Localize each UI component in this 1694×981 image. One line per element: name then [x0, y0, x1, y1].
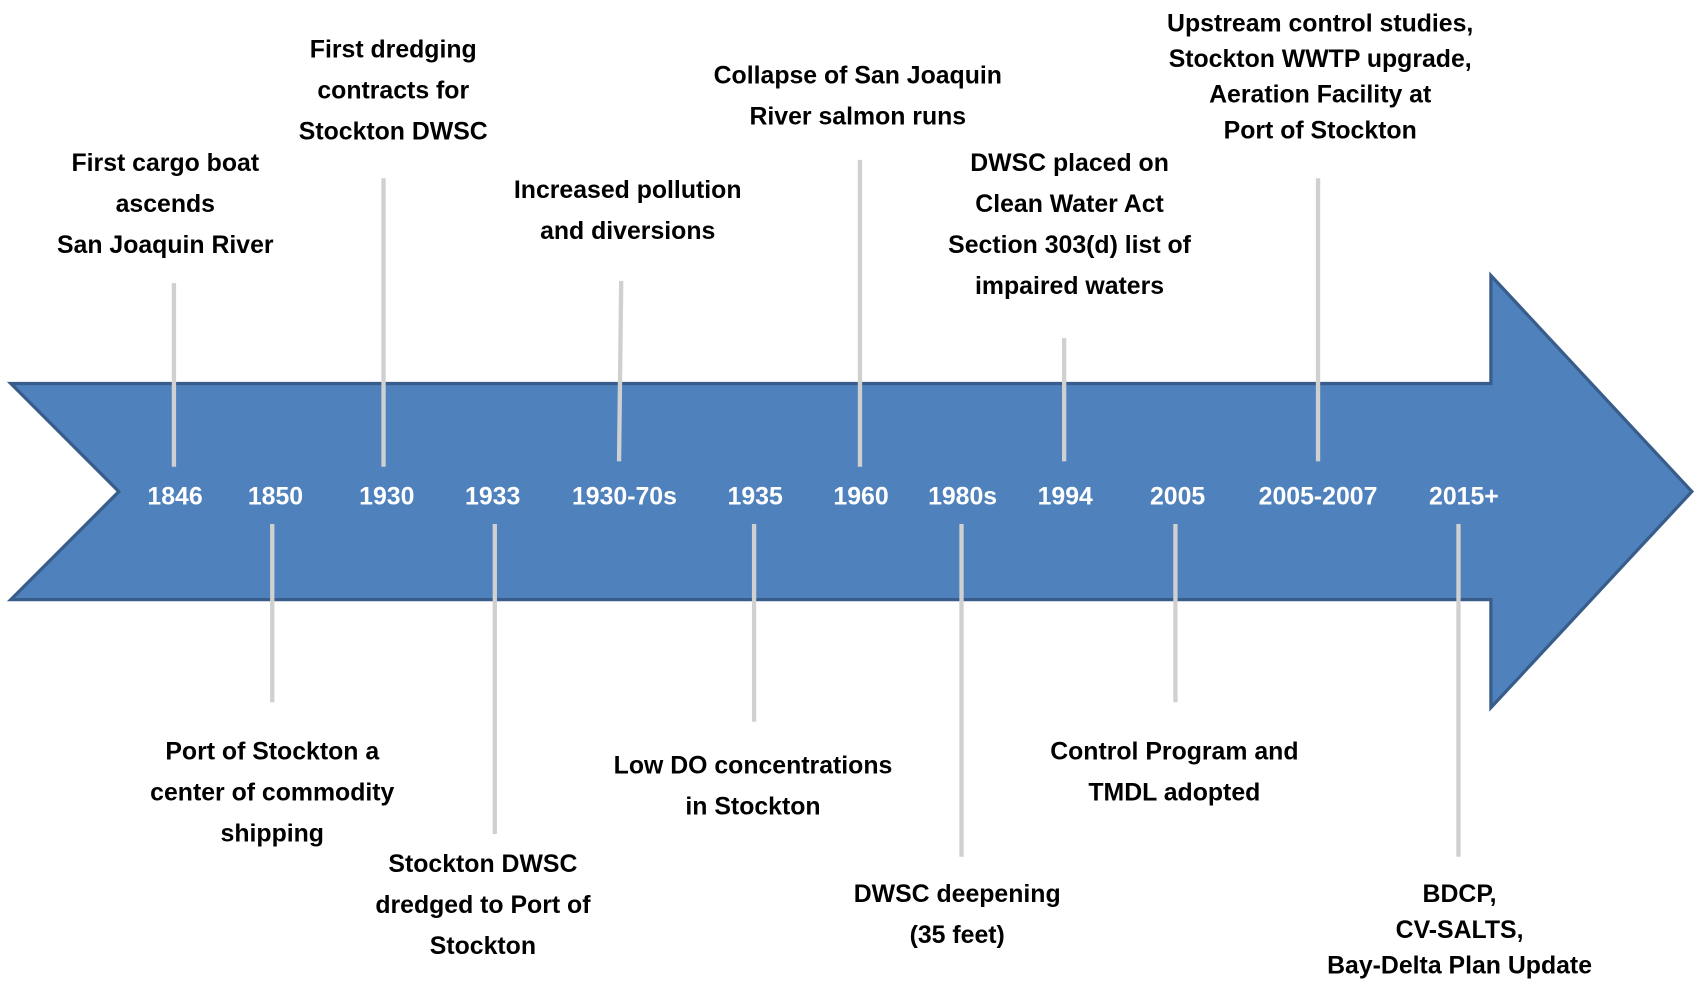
year-label: 1850 — [248, 484, 303, 511]
event-label: DWSC placed on — [970, 150, 1169, 177]
event-label: Control Program and — [1050, 739, 1298, 766]
event-label: center of commodity — [150, 780, 394, 807]
year-label: 1935 — [728, 484, 783, 511]
event-label: River salmon runs — [749, 103, 966, 130]
event-label: Clean Water Act — [975, 191, 1164, 218]
event-label: First cargo boat — [71, 150, 259, 177]
event-label: ascends — [116, 191, 215, 218]
event-label: TMDL adopted — [1088, 780, 1260, 807]
year-label: 1994 — [1038, 484, 1093, 511]
event-label: CV-SALTS, — [1396, 917, 1524, 944]
year-label: 1980s — [928, 484, 997, 511]
event-label: Upstream control studies, — [1167, 10, 1473, 37]
event-label: Collapse of San Joaquin — [714, 62, 1002, 89]
event-label: Stockton DWSC — [388, 851, 577, 878]
event-label: Stockton — [430, 933, 536, 960]
event-label: dredged to Port of — [375, 892, 591, 919]
year-label: 2015+ — [1429, 484, 1499, 511]
event-label: Port of Stockton a — [165, 739, 379, 766]
timeline-arrow — [6, 271, 1694, 712]
year-label: 2005 — [1150, 484, 1205, 511]
year-label: 1933 — [465, 484, 520, 511]
event-label: Bay-Delta Plan Update — [1327, 953, 1592, 980]
stem — [616, 280, 624, 462]
event-label: (35 feet) — [910, 922, 1005, 949]
year-label: 1846 — [147, 484, 202, 511]
event-label: Low DO concentrations — [614, 753, 893, 780]
event-label: Stockton WWTP upgrade, — [1169, 46, 1472, 73]
event-label: contracts for — [317, 77, 469, 104]
event-label: DWSC deepening — [854, 881, 1061, 908]
event-label: Port of Stockton — [1224, 117, 1417, 144]
event-label: impaired waters — [975, 273, 1164, 300]
event-label: First dredging — [310, 36, 477, 63]
event-label: San Joaquin River — [57, 232, 274, 259]
event-label: Aeration Facility at — [1209, 82, 1431, 109]
event-label: shipping — [221, 821, 324, 848]
event-label: in Stockton — [685, 794, 820, 821]
year-label: 1960 — [833, 484, 888, 511]
event-label: Increased pollution — [514, 177, 742, 204]
event-label: and diversions — [540, 218, 715, 245]
year-label: 1930 — [359, 484, 414, 511]
event-label: BDCP, — [1423, 881, 1497, 908]
year-label: 2005-2007 — [1259, 484, 1378, 511]
year-label: 1930-70s — [572, 484, 677, 511]
event-label: Section 303(d) list of — [948, 232, 1192, 259]
event-label: Stockton DWSC — [299, 118, 488, 145]
